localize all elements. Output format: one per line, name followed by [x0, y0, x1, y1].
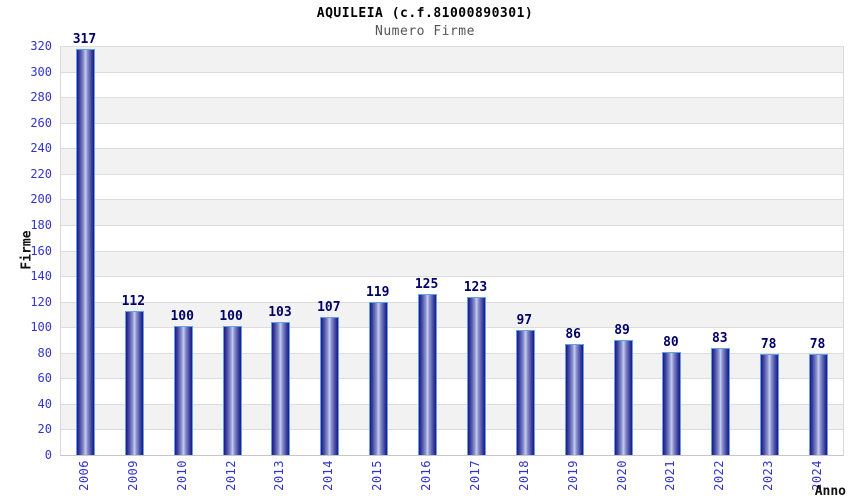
x-tick-label: 2019 — [565, 460, 580, 491]
bar-2016 — [418, 294, 438, 455]
y-tick-label: 40 — [37, 396, 52, 411]
bar-value-label: 97 — [516, 313, 533, 329]
x-tick-label: 2009 — [125, 460, 140, 491]
x-tick-label: 2021 — [663, 460, 678, 491]
bar-2017 — [466, 296, 486, 455]
bar-value-label: 78 — [760, 337, 777, 353]
grid-band — [61, 97, 843, 123]
bar-value-label: 317 — [72, 31, 97, 47]
y-tick-label: 80 — [37, 345, 52, 360]
chart-subtitle: Numero Firme — [375, 24, 475, 39]
bar-value-label: 86 — [565, 327, 582, 343]
bar-value-label: 89 — [614, 323, 630, 339]
bar-2021 — [662, 351, 682, 455]
x-tick-label: 2018 — [516, 460, 531, 491]
x-tick-label: 2006 — [76, 460, 91, 491]
y-tick-label: 300 — [30, 64, 52, 79]
x-tick-label: 2022 — [712, 460, 727, 491]
y-tick-label: 200 — [30, 192, 52, 207]
grid-band — [61, 148, 843, 174]
bar-2018 — [515, 330, 535, 455]
y-tick-label: 60 — [37, 371, 52, 386]
bar-value-label: 83 — [711, 330, 728, 346]
y-tick-label: 160 — [30, 243, 52, 258]
x-tick-label: 2020 — [614, 460, 629, 491]
bar-value-label: 80 — [663, 334, 679, 350]
bar-2022 — [711, 347, 731, 455]
plot-area — [60, 46, 844, 456]
bar-2014 — [320, 317, 340, 455]
bar-2023 — [760, 354, 780, 455]
y-tick-label: 260 — [30, 115, 52, 130]
bar-2012 — [222, 326, 242, 455]
x-tick-label: 2014 — [321, 460, 336, 491]
y-tick-label: 280 — [30, 90, 52, 105]
bar-value-label: 123 — [463, 279, 488, 295]
y-tick-label: 120 — [30, 294, 52, 309]
x-tick-label: 2013 — [272, 460, 287, 491]
bar-value-label: 107 — [317, 300, 341, 316]
x-axis-title: Anno — [814, 484, 846, 499]
y-tick-label: 140 — [30, 269, 52, 284]
y-tick-label: 320 — [30, 39, 52, 53]
y-tick-label: 220 — [30, 166, 52, 181]
bar-2010 — [173, 326, 193, 455]
bar-2009 — [124, 310, 144, 455]
bar-2024 — [809, 354, 829, 455]
bar-value-label: 78 — [809, 337, 826, 353]
grid-band — [61, 122, 843, 149]
grid-band — [61, 173, 843, 200]
bar-value-label: 100 — [170, 309, 194, 325]
y-tick-label: 0 — [44, 448, 52, 462]
y-tick-label: 180 — [30, 217, 52, 232]
chart-title: AQUILEIA (c.f.81000890301) — [316, 6, 534, 21]
x-tick-label: 2017 — [467, 460, 482, 491]
grid-band — [61, 250, 843, 277]
bar-value-label: 125 — [414, 277, 439, 293]
x-tick-label: 2010 — [174, 460, 189, 491]
grid-band — [61, 276, 843, 302]
bar-2019 — [564, 344, 584, 455]
bar-2013 — [271, 322, 291, 455]
grid-band — [61, 46, 843, 72]
bar-value-label: 112 — [121, 293, 146, 309]
x-tick-label: 2023 — [761, 460, 776, 491]
grid-band — [61, 301, 843, 328]
bar-2006 — [75, 48, 95, 455]
x-tick-label: 2012 — [223, 460, 238, 491]
bar-value-label: 119 — [365, 284, 390, 300]
y-tick-label: 100 — [30, 320, 52, 335]
bar-2015 — [369, 301, 389, 455]
bar-value-label: 103 — [268, 305, 292, 321]
bar-2020 — [613, 340, 633, 455]
y-tick-label: 20 — [37, 422, 52, 437]
x-tick-label: 2016 — [419, 460, 434, 491]
grid-band — [61, 71, 843, 98]
grid-band — [61, 199, 843, 225]
bar-value-label: 100 — [219, 309, 243, 325]
y-tick-label: 240 — [30, 141, 52, 156]
x-tick-label: 2015 — [370, 460, 385, 491]
grid-band — [61, 224, 843, 251]
